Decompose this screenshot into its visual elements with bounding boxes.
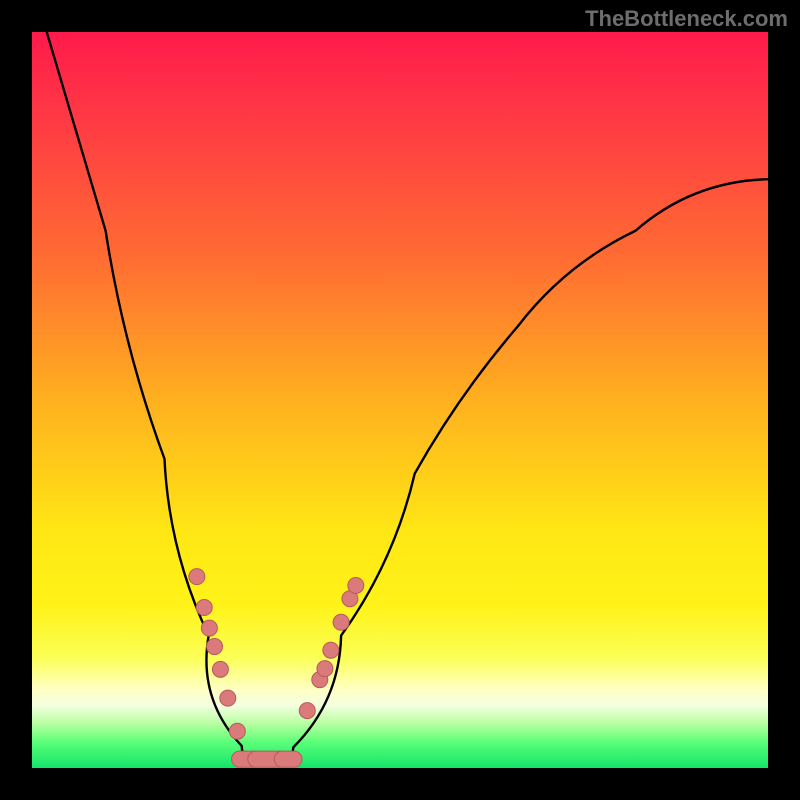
marker-left-1	[196, 600, 212, 616]
marker-left-0	[189, 569, 205, 585]
marker-left-6	[229, 723, 245, 739]
gradient-background	[32, 32, 768, 768]
marker-left-4	[212, 661, 228, 677]
marker-right-4	[333, 614, 349, 630]
marker-left-3	[207, 639, 223, 655]
marker-left-2	[201, 620, 217, 636]
marker-left-5	[220, 690, 236, 706]
plot-area	[32, 32, 768, 768]
marker-right-2	[317, 661, 333, 677]
bottleneck-curve-chart	[32, 32, 768, 768]
marker-right-0	[299, 703, 315, 719]
marker-pill-2	[274, 751, 302, 767]
watermark-text: TheBottleneck.com	[585, 6, 788, 32]
marker-right-3	[323, 642, 339, 658]
marker-right-6	[348, 577, 364, 593]
chart-canvas: TheBottleneck.com	[0, 0, 800, 800]
